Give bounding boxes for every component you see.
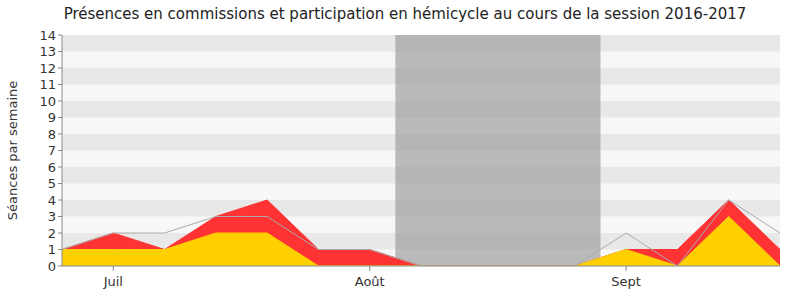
x-tick <box>626 266 627 271</box>
y-tick <box>58 150 62 151</box>
y-tick <box>58 216 62 217</box>
area <box>62 217 780 267</box>
y-axis: 01234567891011121314 <box>39 28 62 274</box>
x-tick-label: Août <box>355 274 385 289</box>
y-tick-label: 10 <box>39 94 56 109</box>
y-tick-label: 14 <box>39 28 56 43</box>
y-tick <box>58 101 62 102</box>
y-tick <box>58 266 62 267</box>
series-group <box>62 200 780 266</box>
x-tick <box>113 266 114 271</box>
x-tick <box>369 266 370 271</box>
y-axis-line <box>62 35 63 266</box>
y-tick-label: 13 <box>39 44 56 59</box>
y-tick-label: 3 <box>48 209 56 224</box>
y-tick <box>58 35 62 36</box>
y-tick-label: 9 <box>48 110 56 125</box>
y-tick <box>58 183 62 184</box>
grid <box>62 35 780 266</box>
y-tick <box>58 51 62 52</box>
line <box>62 200 780 266</box>
y-tick-label: 11 <box>39 77 56 92</box>
y-tick <box>58 134 62 135</box>
y-tick <box>58 84 62 85</box>
chart: 01234567891011121314JuilAoûtSeptPrésence… <box>0 0 790 300</box>
y-tick-label: 0 <box>48 259 56 274</box>
y-tick-label: 5 <box>48 176 56 191</box>
area <box>62 200 780 266</box>
x-tick-label: Juil <box>103 274 123 289</box>
vacation-band <box>395 35 600 266</box>
y-tick-label: 12 <box>39 61 56 76</box>
x-axis-line <box>62 266 780 267</box>
y-tick <box>58 249 62 250</box>
y-tick-label: 7 <box>48 143 56 158</box>
x-axis: Juil Août Sept <box>62 266 780 289</box>
y-tick <box>58 233 62 234</box>
y-tick-label: 1 <box>48 242 56 257</box>
title: Présences en commissions et participatio… <box>64 5 747 23</box>
y-tick-label: 4 <box>48 193 56 208</box>
y-tick-label: 2 <box>48 226 56 241</box>
y-tick-label: 8 <box>48 127 56 142</box>
y-tick <box>58 200 62 201</box>
y-tick-label: 6 <box>48 160 56 175</box>
y-axis-label: Séances par semaine <box>5 81 20 220</box>
y-tick <box>58 68 62 69</box>
y-tick <box>58 167 62 168</box>
x-tick-label: Sept <box>611 274 641 289</box>
y-tick <box>58 117 62 118</box>
